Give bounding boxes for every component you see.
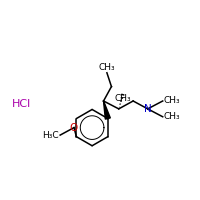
Text: CH₃: CH₃: [115, 94, 132, 103]
Text: N: N: [144, 104, 152, 114]
Text: CH₃: CH₃: [164, 96, 180, 105]
Text: HCl: HCl: [12, 99, 31, 109]
Text: H₃C: H₃C: [43, 131, 59, 140]
Text: O: O: [70, 123, 78, 133]
Text: CH₃: CH₃: [99, 63, 115, 72]
Text: CH₃: CH₃: [164, 112, 180, 121]
Polygon shape: [104, 101, 110, 119]
